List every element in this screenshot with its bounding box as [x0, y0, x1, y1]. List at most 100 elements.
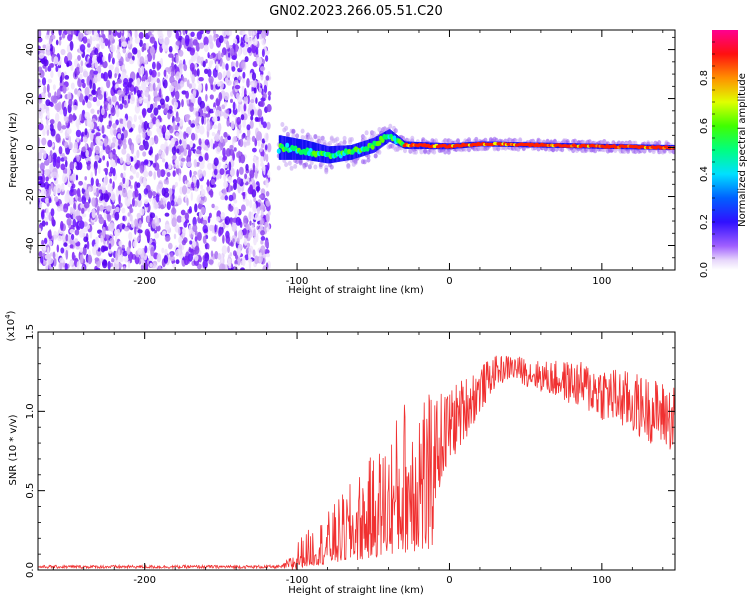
spectrogram-noise-cell — [198, 83, 203, 92]
spectrogram-halo-cell — [366, 157, 371, 163]
spectrogram-noise-cell — [65, 234, 69, 242]
spectrogram-noise-cell — [137, 49, 141, 60]
spectrogram-noise-cell — [187, 148, 192, 158]
spectrogram-noise-cell — [115, 250, 119, 261]
spectrogram-noise-cell — [171, 155, 178, 160]
spectrogram-noise-cell — [176, 197, 182, 206]
spectrogram-noise-cell — [152, 82, 156, 92]
spectrogram-noise-cell — [197, 169, 203, 179]
spectrogram-noise-cell — [240, 36, 244, 46]
spectrogram-halo-cell — [349, 137, 354, 142]
spectrogram-noise-cell — [243, 215, 248, 224]
spectrogram-noise-cell — [151, 69, 157, 78]
spectrogram-noise-cell — [231, 55, 237, 60]
spectrogram-noise-cell — [143, 176, 147, 184]
spectrogram-noise-cell — [84, 176, 87, 181]
spectrogram-noise-cell — [264, 221, 269, 228]
spectrogram-halo-cell — [377, 127, 382, 132]
spectrogram-noise-cell — [111, 57, 115, 65]
spectrogram-noise-cell — [265, 191, 270, 197]
spectrogram-noise-cell — [260, 97, 266, 102]
spectrogram-noise-cell — [265, 214, 270, 222]
spectrogram-noise-cell — [201, 33, 206, 39]
spectrogram-noise-cell — [91, 208, 96, 219]
spectrogram-noise-cell — [39, 182, 46, 188]
spectrogram-noise-cell — [190, 132, 196, 141]
spectrogram-noise-cell — [208, 259, 214, 265]
spectrogram-noise-cell — [234, 84, 241, 90]
spectrogram-noise-cell — [266, 121, 271, 130]
spectrogram-noise-cell — [174, 181, 178, 187]
spectrogram-noise-cell — [199, 125, 205, 135]
spectrogram-noise-cell — [175, 31, 180, 40]
spectrogram-noise-cell — [119, 157, 124, 164]
spectrogram-noise-cell — [126, 155, 131, 165]
spectrogram-noise-cell — [248, 211, 252, 221]
spectrogram-noise-cell — [112, 80, 116, 86]
spectrogram-noise-cell — [268, 95, 271, 101]
spectrogram-noise-cell — [251, 30, 255, 38]
spectrogram-noise-cell — [202, 259, 208, 269]
spectrogram-noise-cell — [110, 142, 116, 149]
spectrogram-noise-cell — [60, 157, 65, 162]
spectrogram-halo-cell — [518, 137, 523, 143]
spectrogram-noise-cell — [199, 162, 205, 170]
spectrogram-noise-cell — [69, 229, 75, 234]
spectrogram-noise-cell — [129, 59, 134, 65]
spectrogram-noise-cell — [121, 41, 127, 47]
spectrogram-noise-cell — [192, 241, 197, 248]
spectrogram-noise-cell — [248, 232, 253, 238]
spectrogram-noise-cell — [184, 77, 188, 82]
spectrogram-halo-cell — [362, 159, 367, 165]
spectrogram-noise-cell — [192, 216, 197, 227]
spectrogram-noise-cell — [210, 138, 214, 149]
spectrogram-noise-cell — [79, 73, 83, 80]
spectrogram-noise-cell — [254, 116, 259, 122]
spectrogram-noise-cell — [245, 199, 250, 207]
spectrogram-noise-cell — [71, 251, 75, 261]
spectrogram-noise-cell — [128, 78, 134, 83]
spectrogram-noise-cell — [46, 254, 52, 259]
spectrogram-noise-cell — [267, 170, 271, 178]
spectrogram-noise-cell — [155, 118, 160, 128]
spectrogram-noise-cell — [226, 79, 232, 86]
spectrogram-noise-cell — [142, 151, 147, 157]
spectrogram-noise-cell — [112, 181, 115, 190]
spectrogram-noise-cell — [247, 127, 251, 138]
spectrogram-noise-cell — [236, 237, 240, 245]
y-tick-label: -40 — [25, 237, 36, 253]
spectrogram-noise-cell — [38, 250, 43, 258]
spectrogram-noise-cell — [103, 104, 107, 110]
spectrogram-noise-cell — [208, 60, 212, 69]
spectrogram-noise-cell — [62, 84, 67, 94]
spectrogram-noise-cell — [215, 174, 221, 179]
spectrogram-noise-cell — [217, 50, 221, 60]
spectrogram-noise-cell — [137, 229, 143, 234]
spectrogram-noise-cell — [239, 166, 244, 175]
spectrogram-halo-cell — [300, 135, 305, 140]
spectrogram-noise-cell — [243, 141, 247, 148]
spectrogram-noise-cell — [208, 108, 215, 114]
spectrogram-noise-cell — [255, 233, 259, 243]
spectrogram-noise-cell — [67, 91, 72, 101]
spectrogram-noise-cell — [195, 110, 199, 118]
spectrogram-noise-cell — [148, 138, 153, 148]
spectrogram-noise-cell — [50, 70, 54, 78]
spectrogram-noise-cell — [82, 70, 89, 78]
spectrogram-noise-cell — [233, 266, 238, 270]
spectrogram-halo-cell — [671, 149, 675, 155]
spectrogram-noise-cell — [72, 104, 78, 111]
spectrogram-noise-cell — [211, 132, 216, 137]
spectrogram-noise-cell — [69, 260, 73, 267]
spectrogram-noise-cell — [50, 208, 55, 217]
spectrogram-noise-cell — [209, 94, 214, 100]
spectrogram-noise-cell — [190, 123, 196, 128]
spectrogram-noise-cell — [136, 212, 142, 219]
spectrogram-noise-cell — [184, 34, 190, 44]
spectrogram-noise-cell — [41, 220, 46, 227]
spectrogram-noise-cell — [188, 206, 192, 213]
x-tick-label: -200 — [133, 276, 156, 287]
spectrogram-noise-cell — [111, 95, 117, 103]
spectrogram-noise-cell — [66, 128, 72, 135]
spectrogram-noise-cell — [142, 139, 146, 147]
